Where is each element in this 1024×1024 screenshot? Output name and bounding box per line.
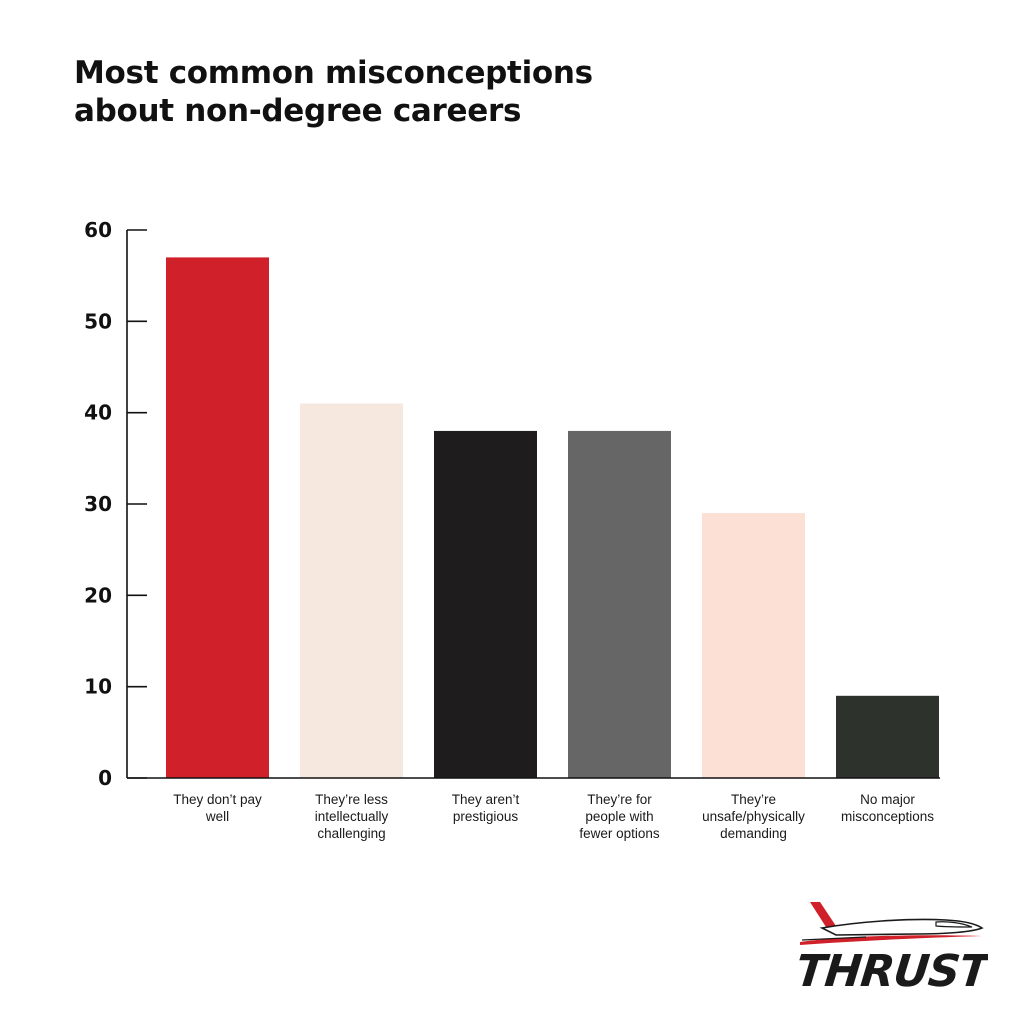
y-tick-label-2: 20: [84, 583, 112, 607]
x-category-label-1: They’re less intellectually challenging: [314, 792, 389, 841]
y-tick-label-0: 0: [98, 766, 112, 790]
logo-jet-window: [935, 921, 973, 928]
y-tick-label-3: 30: [84, 492, 112, 516]
logo-jet-tail: [810, 902, 836, 927]
x-category-label-3: They’re for people with fewer options: [579, 792, 660, 841]
x-category-label-2: They aren’t prestigious: [451, 792, 520, 824]
logo-wordmark: THRUST: [796, 946, 988, 992]
bar-5: [836, 695, 939, 778]
x-category-label-0: They don’t pay well: [173, 792, 262, 824]
chart-title-line-1: Most common misconceptions: [74, 55, 593, 91]
x-category-label-5: No major misconceptions: [840, 792, 935, 824]
y-tick-label-4: 40: [84, 401, 112, 425]
chart-title-line-2: about non-degree careers: [74, 93, 522, 129]
bar-2: [434, 430, 537, 778]
bar-0: [166, 257, 269, 778]
y-tick-label-6: 60: [84, 218, 112, 242]
logo-speed-stripe: [800, 935, 982, 945]
logo-jet-body: [819, 918, 984, 936]
bar-3: [568, 430, 671, 778]
chart-title: Most common misconceptions about non-deg…: [74, 54, 694, 130]
thrust-logo: THRUST: [796, 902, 988, 992]
x-category-label-4: They’re unsafe/physically demanding: [702, 792, 805, 841]
bar-4: [702, 513, 805, 778]
logo-underline: [801, 936, 867, 941]
bar-1: [300, 403, 403, 778]
y-tick-label-5: 50: [84, 309, 112, 333]
y-tick-label-1: 10: [84, 675, 112, 699]
